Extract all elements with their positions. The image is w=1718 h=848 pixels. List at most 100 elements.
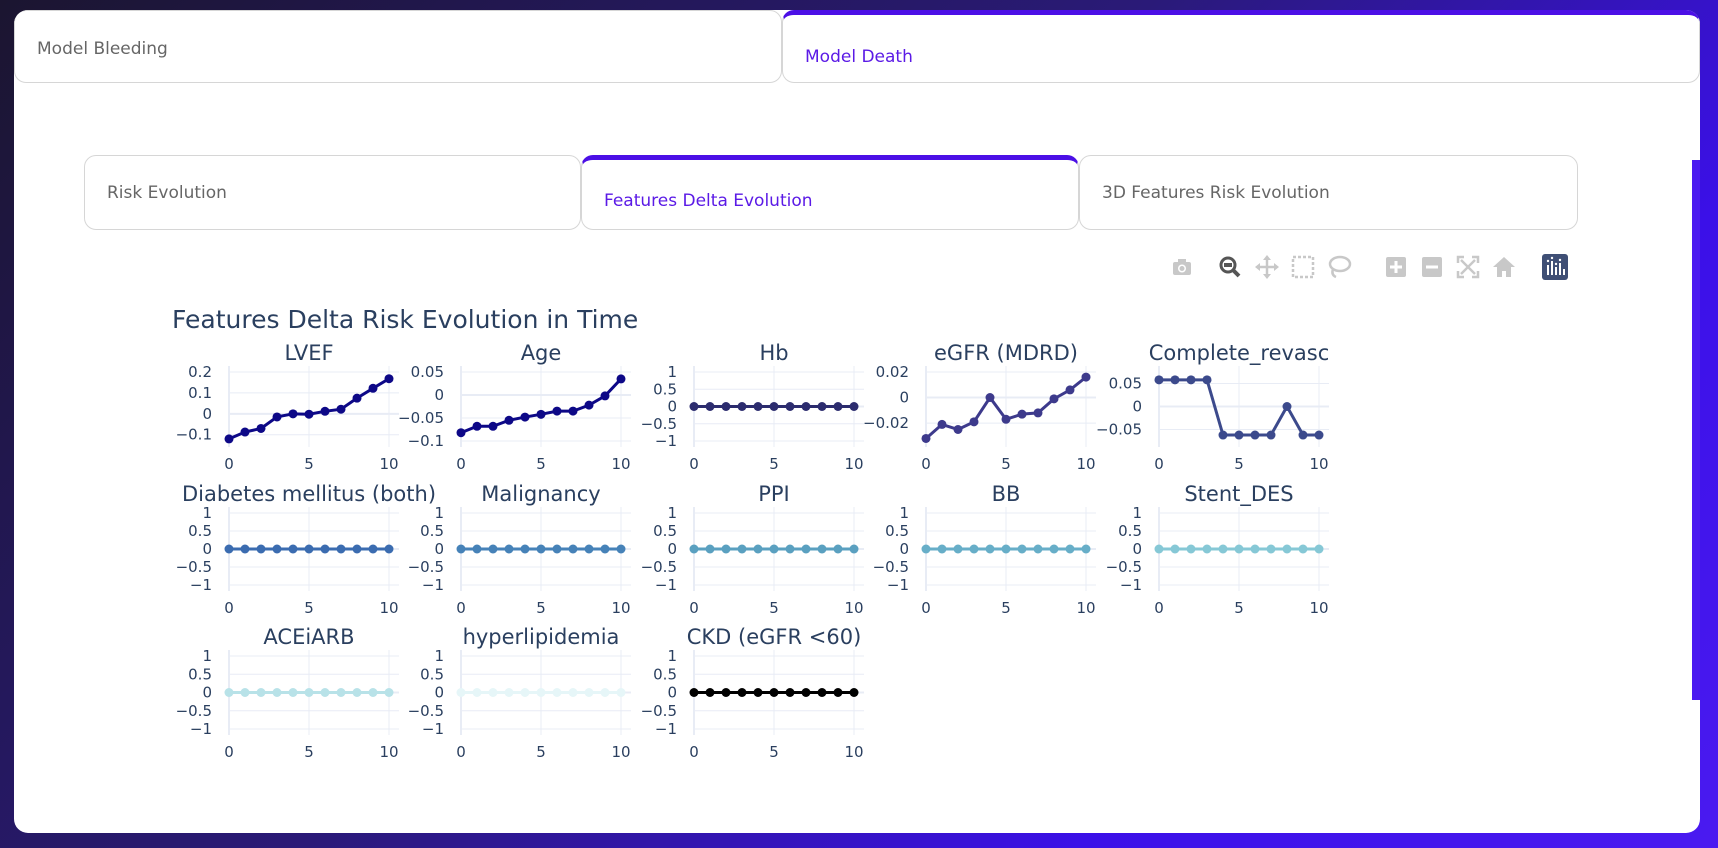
data-point-ckd-egfr-60 xyxy=(801,688,811,697)
data-point-egfr-mdrd xyxy=(1049,394,1059,404)
data-point-bb xyxy=(1033,544,1043,554)
data-point-age xyxy=(568,406,578,416)
x-tick-label: 10 xyxy=(844,599,863,617)
data-point-hyperlipidemia xyxy=(616,688,626,697)
data-point-lvef xyxy=(240,427,250,437)
data-point-age xyxy=(456,428,466,438)
y-tick-label: −1 xyxy=(887,576,909,594)
y-tick-label: −1 xyxy=(655,576,677,594)
data-point-egfr-mdrd xyxy=(1017,409,1027,419)
data-point-aceiarb xyxy=(368,688,378,697)
y-tick-label: 1 xyxy=(202,504,212,522)
data-point-stent-des xyxy=(1250,544,1260,554)
reset-axes-icon[interactable] xyxy=(1491,254,1517,280)
x-tick-label: 5 xyxy=(536,743,546,761)
tab-features-delta-evolution[interactable]: Features Delta Evolution xyxy=(581,155,1079,230)
data-point-diabetes-mellitus-both xyxy=(352,544,362,554)
data-point-ckd-egfr-60 xyxy=(833,688,843,697)
tab-model-death[interactable]: Model Death xyxy=(782,10,1700,83)
data-point-bb xyxy=(1017,544,1027,554)
tab-risk-evolution[interactable]: Risk Evolution xyxy=(84,155,581,230)
y-tick-label: −0.5 xyxy=(408,558,444,576)
data-point-stent-des xyxy=(1154,544,1164,554)
data-point-lvef xyxy=(272,412,282,422)
data-point-ppi xyxy=(705,544,715,554)
data-point-lvef xyxy=(256,423,266,433)
data-point-lvef xyxy=(224,434,234,444)
data-point-complete-revasc xyxy=(1234,430,1244,440)
y-tick-label: 1 xyxy=(434,504,444,522)
data-point-complete-revasc xyxy=(1186,375,1196,385)
data-point-hyperlipidemia xyxy=(568,688,578,697)
data-point-aceiarb xyxy=(240,688,250,697)
data-point-diabetes-mellitus-both xyxy=(288,544,298,554)
camera-icon[interactable] xyxy=(1169,254,1195,280)
pan-icon[interactable] xyxy=(1254,254,1280,280)
y-tick-label: −0.05 xyxy=(1096,421,1142,439)
zoom-icon[interactable] xyxy=(1217,254,1243,280)
data-point-malignancy xyxy=(520,544,530,554)
data-point-complete-revasc xyxy=(1314,430,1324,440)
x-tick-label: 10 xyxy=(844,743,863,761)
zoom-in-icon[interactable] xyxy=(1383,254,1409,280)
y-tick-label: 0 xyxy=(434,684,444,702)
data-point-stent-des xyxy=(1186,544,1196,554)
y-tick-label: 0.1 xyxy=(188,384,212,402)
data-point-egfr-mdrd xyxy=(1033,408,1043,418)
data-point-malignancy xyxy=(536,544,546,554)
x-tick-label: 5 xyxy=(1234,599,1244,617)
data-point-lvef xyxy=(320,406,330,416)
y-tick-label: 0 xyxy=(434,540,444,558)
y-tick-label: 0.05 xyxy=(1109,375,1142,393)
x-tick-label: 0 xyxy=(224,743,234,761)
y-tick-label: 0.05 xyxy=(411,363,444,381)
data-point-ppi xyxy=(785,544,795,554)
x-tick-label: 5 xyxy=(536,455,546,473)
data-point-ppi xyxy=(801,544,811,554)
y-tick-label: −0.5 xyxy=(176,558,212,576)
data-point-hyperlipidemia xyxy=(488,688,498,697)
data-point-bb xyxy=(1065,544,1075,554)
plot-modebar xyxy=(14,254,1700,282)
data-point-hb xyxy=(801,402,811,411)
data-point-aceiarb xyxy=(304,688,314,697)
x-tick-label: 0 xyxy=(224,455,234,473)
data-point-age xyxy=(584,400,594,410)
data-point-diabetes-mellitus-both xyxy=(384,544,394,554)
data-point-hyperlipidemia xyxy=(472,688,482,697)
data-point-ckd-egfr-60 xyxy=(785,688,795,697)
plotly-logo-icon[interactable] xyxy=(1542,254,1568,280)
scrollbar[interactable] xyxy=(1692,160,1700,700)
data-point-stent-des xyxy=(1234,544,1244,554)
data-point-hyperlipidemia xyxy=(584,688,594,697)
data-point-ppi xyxy=(689,544,699,554)
data-point-bb xyxy=(1001,544,1011,554)
data-point-hb xyxy=(721,402,731,411)
data-point-malignancy xyxy=(488,544,498,554)
subplot-title-malignancy: Malignancy xyxy=(481,482,600,506)
y-tick-label: 0 xyxy=(434,386,444,404)
zoom-out-icon[interactable] xyxy=(1419,254,1445,280)
x-tick-label: 10 xyxy=(1309,599,1328,617)
data-point-ckd-egfr-60 xyxy=(737,688,747,697)
y-tick-label: −0.5 xyxy=(641,702,677,720)
autoscale-icon[interactable] xyxy=(1455,254,1481,280)
data-point-ckd-egfr-60 xyxy=(753,688,763,697)
tab-model-bleeding[interactable]: Model Bleeding xyxy=(14,10,782,83)
data-point-complete-revasc xyxy=(1282,402,1292,411)
y-tick-label: −1 xyxy=(190,576,212,594)
data-point-complete-revasc xyxy=(1202,375,1212,385)
x-tick-label: 0 xyxy=(921,599,931,617)
data-point-bb xyxy=(1049,544,1059,554)
lasso-icon[interactable] xyxy=(1326,254,1352,280)
x-tick-label: 5 xyxy=(536,599,546,617)
subplot-title-bb: BB xyxy=(992,482,1021,506)
data-point-malignancy xyxy=(456,544,466,554)
tab-3d-features-risk-evolution[interactable]: 3D Features Risk Evolution xyxy=(1079,155,1578,230)
box-select-icon[interactable] xyxy=(1290,254,1316,280)
data-point-hyperlipidemia xyxy=(536,688,546,697)
data-point-bb xyxy=(969,544,979,554)
data-point-hyperlipidemia xyxy=(456,688,466,697)
data-point-bb xyxy=(921,544,931,554)
